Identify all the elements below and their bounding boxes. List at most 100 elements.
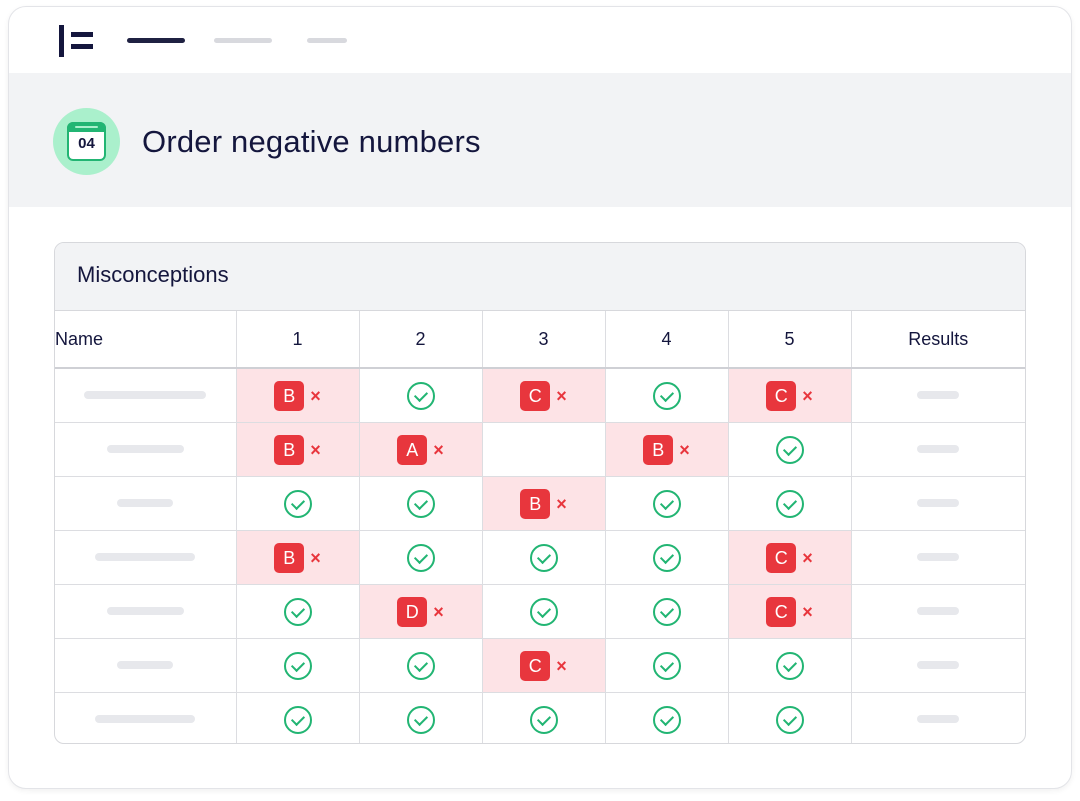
- nav-tab-1[interactable]: [127, 38, 185, 43]
- misconception-mark: C ×: [766, 542, 813, 573]
- misconception-cell: C ×: [727, 584, 852, 639]
- correct-answer-cell: [604, 530, 729, 585]
- check-circle-icon: [283, 651, 312, 680]
- misconception-cell: B ×: [235, 530, 360, 585]
- column-header-q5[interactable]: 5: [727, 311, 852, 369]
- page-title: Order negative numbers: [142, 124, 481, 159]
- column-header-q4[interactable]: 4: [604, 311, 729, 369]
- check-circle-icon: [406, 705, 435, 734]
- correct-answer-cell: [604, 367, 729, 423]
- column-header-q2[interactable]: 2: [358, 311, 483, 369]
- result-placeholder: [917, 607, 960, 616]
- name-placeholder: [117, 499, 174, 508]
- misconception-mark: C ×: [766, 380, 813, 411]
- table-header-row: Name 1 2 3 4 5 Results: [55, 311, 1025, 369]
- cross-icon: ×: [310, 439, 321, 460]
- correct-answer-cell: [604, 584, 729, 639]
- page-header: 04 Order negative numbers: [9, 73, 1071, 207]
- check-circle-icon: [652, 381, 681, 410]
- name-placeholder: [106, 607, 184, 616]
- student-name-cell[interactable]: [55, 422, 237, 477]
- result-cell: [850, 422, 1025, 477]
- misconception-cell: B ×: [235, 422, 360, 477]
- misconception-mark: B ×: [274, 434, 321, 465]
- student-name-cell[interactable]: [55, 584, 237, 639]
- nav-tab-2[interactable]: [214, 38, 272, 43]
- top-nav: [9, 7, 1071, 73]
- column-header-name[interactable]: Name: [55, 311, 237, 369]
- student-name-cell[interactable]: [55, 367, 237, 423]
- misconception-mark: B ×: [643, 434, 690, 465]
- check-circle-icon: [529, 597, 558, 626]
- name-placeholder: [106, 445, 184, 454]
- result-cell: [850, 638, 1025, 693]
- check-circle-icon: [283, 705, 312, 734]
- name-placeholder: [95, 715, 196, 724]
- misconception-mark: A ×: [397, 434, 444, 465]
- student-name-cell[interactable]: [55, 476, 237, 531]
- misconception-cell: B ×: [604, 422, 729, 477]
- table-row[interactable]: D × C ×: [55, 584, 1025, 639]
- answer-letter-badge: A: [397, 434, 428, 465]
- check-circle-icon: [406, 651, 435, 680]
- table-row[interactable]: B × C ×: [55, 530, 1025, 585]
- answer-letter-badge: C: [520, 650, 551, 681]
- check-circle-icon: [283, 597, 312, 626]
- result-cell: [850, 476, 1025, 531]
- check-circle-icon: [652, 705, 681, 734]
- misconception-cell: C ×: [481, 367, 606, 423]
- correct-answer-cell: [604, 638, 729, 693]
- check-circle-icon: [283, 489, 312, 518]
- cross-icon: ×: [556, 385, 567, 406]
- table-row[interactable]: B × A × B ×: [55, 422, 1025, 477]
- table-row[interactable]: B × C × C ×: [55, 367, 1025, 423]
- answer-letter-badge: D: [397, 596, 428, 627]
- name-placeholder: [84, 391, 207, 400]
- check-circle-icon: [775, 435, 804, 464]
- student-name-cell[interactable]: [55, 692, 237, 743]
- correct-answer-cell: [727, 476, 852, 531]
- check-circle-icon: [406, 489, 435, 518]
- result-placeholder: [917, 715, 960, 724]
- cross-icon: ×: [802, 547, 813, 568]
- answer-letter-badge: B: [643, 434, 674, 465]
- misconception-cell: B ×: [235, 367, 360, 423]
- column-header-q1[interactable]: 1: [235, 311, 360, 369]
- result-placeholder: [917, 661, 960, 670]
- answer-letter-badge: B: [520, 488, 551, 519]
- result-placeholder: [917, 445, 960, 454]
- result-placeholder: [917, 553, 960, 562]
- correct-answer-cell: [727, 638, 852, 693]
- correct-answer-cell: [358, 476, 483, 531]
- misconceptions-card: Misconceptions Name 1 2 3 4 5 Results B ×…: [54, 242, 1026, 744]
- column-header-q3[interactable]: 3: [481, 311, 606, 369]
- card-title: Misconceptions: [77, 262, 229, 287]
- correct-answer-cell: [481, 530, 606, 585]
- answer-letter-badge: C: [766, 596, 797, 627]
- nav-tab-3[interactable]: [307, 38, 347, 43]
- name-placeholder: [117, 661, 174, 670]
- column-header-results[interactable]: Results: [850, 311, 1025, 369]
- check-circle-icon: [529, 543, 558, 572]
- result-cell: [850, 692, 1025, 743]
- table-row[interactable]: B ×: [55, 476, 1025, 531]
- brand-logo-icon[interactable]: [59, 25, 95, 57]
- result-cell: [850, 584, 1025, 639]
- result-cell: [850, 530, 1025, 585]
- app-frame: 04 Order negative numbers Misconceptions…: [8, 6, 1072, 789]
- table-row[interactable]: C ×: [55, 638, 1025, 693]
- table-row[interactable]: [55, 692, 1025, 743]
- cross-icon: ×: [556, 493, 567, 514]
- answer-letter-badge: C: [766, 380, 797, 411]
- misconception-cell: C ×: [481, 638, 606, 693]
- result-cell: [850, 367, 1025, 423]
- cross-icon: ×: [802, 385, 813, 406]
- student-name-cell[interactable]: [55, 530, 237, 585]
- cross-icon: ×: [802, 601, 813, 622]
- correct-answer-cell: [604, 692, 729, 743]
- check-circle-icon: [775, 489, 804, 518]
- empty-answer-cell: [481, 422, 606, 477]
- student-name-cell[interactable]: [55, 638, 237, 693]
- check-circle-icon: [775, 651, 804, 680]
- check-circle-icon: [529, 705, 558, 734]
